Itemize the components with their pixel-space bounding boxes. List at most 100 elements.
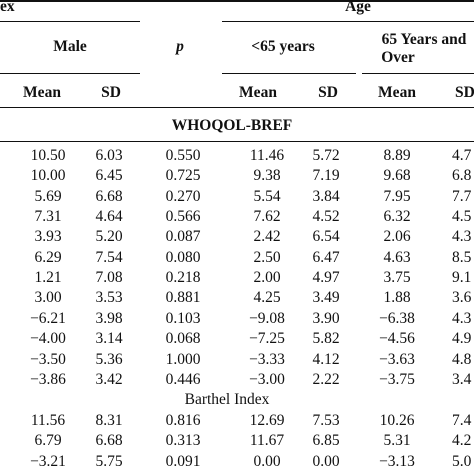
- cell-under65-mean: −7.25: [249, 330, 285, 348]
- cell-over65-mean: 6.32: [383, 208, 411, 226]
- cell-under65-mean: 11.46: [249, 147, 285, 164]
- cell-male-mean: −4.00: [30, 330, 66, 348]
- cell-over65-mean: −3.75: [379, 370, 415, 388]
- section-label-whoqol: WHOQOL-BREF: [171, 117, 293, 134]
- cell-male-sd: 3.53: [95, 289, 123, 307]
- cell-under65-mean: 2.50: [253, 248, 281, 266]
- cell-under65-sd: 4.12: [312, 350, 340, 368]
- over65-underline: [362, 73, 474, 74]
- cell-over65-sd: 9.1: [452, 269, 472, 287]
- cell-male-sd: 6.68: [95, 432, 123, 450]
- cell-under65-mean: 11.67: [249, 432, 285, 450]
- cell-under65-sd: 5.72: [312, 147, 340, 164]
- cell-under65-sd: 6.47: [312, 248, 340, 266]
- cell-male-sd: 3.14: [95, 330, 123, 348]
- p-value-header: p: [176, 38, 184, 55]
- cell-over65-sd: 3.6: [452, 289, 472, 307]
- cell-over65-mean: 2.06: [383, 228, 411, 246]
- cell-p-value: 0.313: [165, 432, 201, 450]
- cell-male-sd: 7.54: [95, 248, 123, 266]
- cell-p-value: 0.068: [165, 330, 201, 348]
- cell-over65-mean: 10.26: [379, 412, 415, 429]
- cell-male-sd: 6.03: [95, 147, 123, 164]
- cell-p-value: 0.087: [165, 228, 201, 246]
- cell-under65-mean: 5.54: [253, 187, 281, 205]
- cell-male-mean: 6.29: [34, 248, 62, 266]
- cell-over65-sd: 4.2: [452, 432, 472, 450]
- cell-over65-sd: 3.4: [452, 370, 472, 388]
- cell-male-sd: 5.20: [95, 228, 123, 246]
- section-label-barthel: Barthel Index: [184, 391, 270, 408]
- cell-over65-mean: 8.89: [383, 147, 411, 164]
- cell-under65-sd: 7.53: [312, 412, 340, 429]
- cell-over65-sd: 4.3: [452, 228, 472, 246]
- age-group-underline: [222, 21, 474, 22]
- cell-p-value: 0.080: [165, 248, 201, 266]
- cell-under65-mean: 9.38: [253, 167, 281, 185]
- over65-mean-header: Mean: [378, 84, 416, 101]
- cell-p-value: 0.091: [165, 452, 201, 470]
- cell-male-mean: −3.21: [30, 452, 66, 470]
- cell-p-value: 0.446: [165, 370, 201, 388]
- cell-p-value: 0.725: [165, 167, 201, 185]
- cell-over65-sd: 4.3: [452, 309, 472, 327]
- cell-male-mean: 7.31: [34, 208, 62, 226]
- cell-under65-mean: 0.00: [253, 452, 281, 470]
- cell-under65-mean: 4.25: [253, 289, 281, 307]
- sex-group-underline: [0, 21, 140, 22]
- cell-over65-sd: 6.8: [452, 167, 472, 185]
- cell-over65-mean: 1.88: [383, 289, 411, 307]
- cell-over65-mean: 4.63: [383, 248, 411, 266]
- cell-p-value: 1.000: [165, 350, 201, 368]
- cell-over65-mean: −4.56: [379, 330, 415, 348]
- male-underline: [0, 73, 140, 74]
- cell-under65-mean: −3.00: [249, 370, 285, 388]
- cell-male-mean: 3.93: [34, 228, 62, 246]
- cell-under65-mean: 12.69: [249, 412, 285, 429]
- cell-under65-mean: 2.00: [253, 269, 281, 287]
- cell-over65-sd: 5.0: [452, 452, 472, 470]
- cell-male-sd: 5.75: [95, 452, 123, 470]
- cell-over65-mean: 3.75: [383, 269, 411, 287]
- cell-under65-mean: 2.42: [253, 228, 281, 246]
- under65-mean-header: Mean: [239, 84, 277, 101]
- cell-under65-mean: 7.62: [253, 208, 281, 226]
- cell-male-mean: 10.00: [30, 167, 66, 185]
- cell-over65-mean: 5.31: [383, 432, 411, 450]
- cell-male-mean: 1.21: [34, 269, 62, 287]
- under65-underline: [222, 73, 356, 74]
- cell-over65-sd: 4.7: [452, 147, 472, 164]
- cell-under65-sd: 4.52: [312, 208, 340, 226]
- cell-over65-mean: 7.95: [383, 187, 411, 205]
- under65-sd-header: SD: [318, 84, 338, 101]
- cell-male-sd: 3.42: [95, 370, 123, 388]
- cell-male-sd: 4.64: [95, 208, 123, 226]
- sex-group-header: ex: [0, 0, 15, 15]
- cell-male-mean: 11.56: [30, 412, 66, 429]
- cell-under65-sd: 6.85: [312, 432, 340, 450]
- male-sd-header: SD: [101, 84, 121, 101]
- cell-under65-sd: 0.00: [312, 452, 340, 470]
- cell-male-mean: −3.50: [30, 350, 66, 368]
- cell-male-mean: −6.21: [30, 309, 66, 327]
- cell-over65-mean: −3.13: [379, 452, 415, 470]
- cell-over65-sd: 4.8: [452, 350, 472, 368]
- under65-header: <65 years: [251, 38, 315, 55]
- cell-male-sd: 5.36: [95, 350, 123, 368]
- cell-male-mean: 6.79: [34, 432, 62, 450]
- cell-male-mean: 5.69: [34, 187, 62, 205]
- cell-over65-sd: 8.5: [452, 248, 472, 266]
- cell-p-value: 0.550: [165, 147, 201, 164]
- cell-male-mean: −3.86: [30, 370, 66, 388]
- cell-over65-sd: 7.7: [452, 187, 472, 205]
- cell-over65-mean: 9.68: [383, 167, 411, 185]
- cell-over65-sd: 7.4: [452, 412, 472, 429]
- male-header: Male: [53, 38, 87, 55]
- cell-under65-mean: −9.08: [249, 309, 285, 327]
- cell-under65-sd: 3.90: [312, 309, 340, 327]
- over65-header-line1: 65 Years and: [381, 31, 467, 48]
- cell-under65-sd: 5.82: [312, 330, 340, 348]
- cell-male-mean: 10.50: [30, 147, 66, 164]
- over65-sd-header: SD: [455, 84, 474, 101]
